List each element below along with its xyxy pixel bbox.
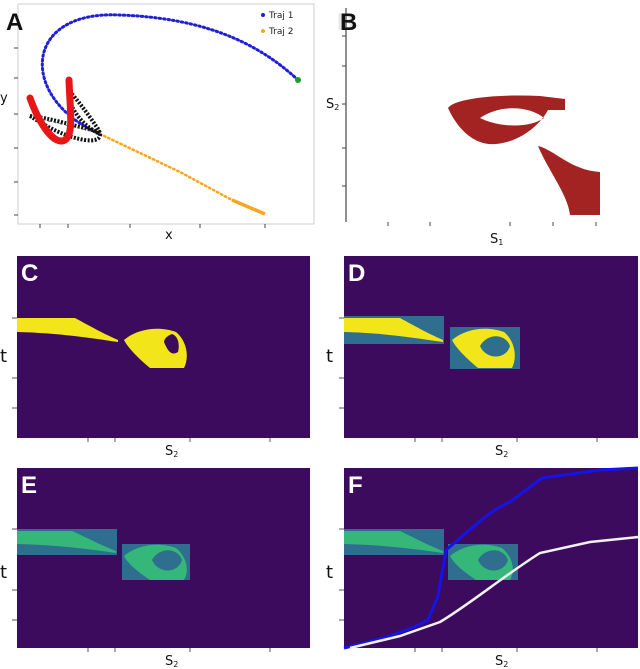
panel-b-ylabel: S2 — [326, 97, 339, 112]
panel-a-frame — [17, 3, 315, 225]
panel-e-green-left — [17, 531, 116, 553]
panel-e-green-eye — [124, 544, 187, 580]
panel-d: D S2 t — [326, 256, 638, 459]
panel-f-blue-curve — [343, 466, 639, 650]
panel-f-label: F — [348, 472, 363, 499]
panel-e-ticks — [12, 528, 271, 652]
red-u-curve — [26, 76, 75, 145]
panel-e-ylabel: t — [0, 562, 7, 583]
panel-f-ylabel: t — [326, 562, 333, 583]
panel-a-ylabel: y — [0, 91, 8, 106]
panel-b-xlabel: S1 — [490, 232, 503, 247]
traj-2-dense-segment — [231, 198, 266, 216]
panel-e: E S2 t — [0, 468, 310, 669]
panel-f-green-left — [344, 531, 443, 553]
panel-f-xlabel: S2 — [495, 654, 508, 669]
panel-c-ticks — [12, 317, 271, 442]
panel-d-ticks — [339, 317, 598, 442]
panel-d-ylabel: t — [326, 346, 333, 367]
panel-d-label: D — [348, 260, 365, 287]
legend-traj-1-marker — [261, 13, 265, 17]
panel-c: C S2 t — [0, 256, 310, 459]
panel-b-lower-region — [538, 146, 600, 215]
panel-e-xlabel: S2 — [165, 654, 178, 669]
panel-b-ticks — [342, 35, 597, 226]
panel-a-label: A — [6, 9, 23, 36]
panel-f-green-eye — [450, 544, 513, 580]
traj-1-curve — [40, 13, 300, 136]
panel-e-label: E — [21, 472, 37, 499]
panel-c-yellow-left — [17, 318, 118, 342]
black-cross-markers — [35, 117, 96, 133]
panel-a-xlabel: x — [165, 228, 173, 243]
panel-c-label: C — [21, 260, 38, 287]
panel-f: F S2 t — [326, 466, 639, 669]
panel-c-ylabel: t — [0, 346, 7, 367]
panel-d-yellow-eye — [452, 328, 515, 368]
legend-traj-2-marker — [261, 29, 265, 33]
panel-b: B B S1 S2 — [326, 8, 600, 247]
panel-b-label: B — [340, 9, 357, 36]
panel-d-yellow-left — [344, 318, 443, 342]
panel-c-xlabel: S2 — [165, 444, 178, 459]
panel-a: Traj 1 Traj 2 A x y — [0, 3, 315, 243]
panel-c-yellow-eye — [124, 328, 187, 368]
panel-a-legend: Traj 1 Traj 2 — [261, 11, 293, 37]
legend-traj-2-label: Traj 2 — [268, 27, 293, 37]
traj-1-end-marker — [295, 77, 301, 83]
legend-traj-1-label: Traj 1 — [268, 11, 293, 21]
panel-b-upper-region — [448, 95, 565, 145]
panel-a-ticks — [14, 47, 266, 228]
panel-b-label-shadow: B — [337, 9, 354, 36]
panel-f-white-curve — [349, 535, 639, 650]
panel-f-ticks — [339, 528, 598, 652]
panel-d-xlabel: S2 — [495, 444, 508, 459]
